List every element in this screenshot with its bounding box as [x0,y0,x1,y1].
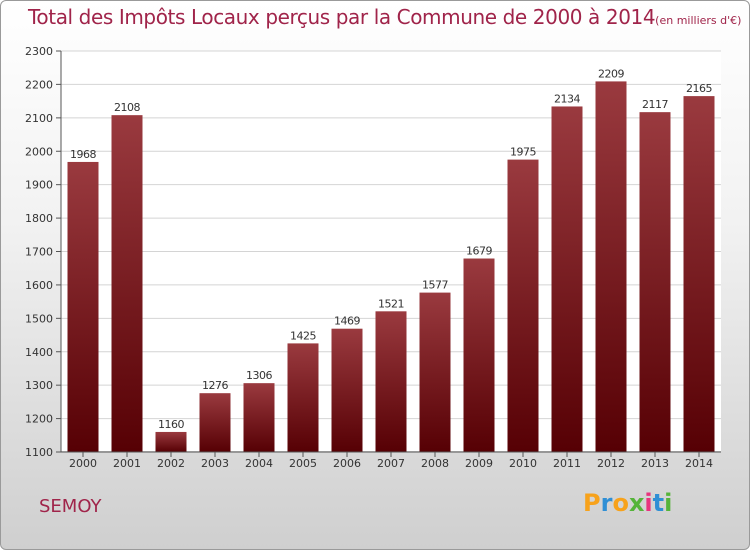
bar-value-label: 1469 [334,315,360,328]
bar [463,258,495,452]
y-tick-label: 1300 [25,379,53,392]
bar [155,431,187,452]
bar [507,159,539,452]
bar [595,81,627,452]
chart-unit: (en milliers d'€) [655,14,742,27]
y-tick-label: 2100 [25,112,53,125]
bar-value-label: 2134 [554,92,580,105]
x-tick-label: 2001 [113,457,141,470]
proxiti-logo[interactable]: Proxiti [583,489,672,517]
bar [419,292,451,452]
bar-value-label: 1968 [70,148,96,161]
bar-value-label: 1160 [158,418,184,431]
bar-value-label: 1306 [246,369,272,382]
bar [331,328,363,452]
x-axis: 2000 2001 2002 2003 2004 2005 2006 2007 2008 2009… [69,452,713,470]
bar-value-label: 1425 [290,329,316,342]
bar-value-label: 1276 [202,379,228,392]
x-tick-label: 2014 [685,457,713,470]
x-tick-label: 2010 [509,457,537,470]
y-tick-label: 1200 [25,413,53,426]
x-tick-label: 2000 [69,457,97,470]
bar [287,343,319,452]
logo-letter: r [600,489,613,517]
commune-name: SEMOY [39,496,102,517]
bar [683,96,715,453]
bar-value-label: 1577 [422,279,448,292]
logo-letter: i [644,489,653,517]
logo-letter: P [583,489,601,517]
y-tick-label: 2300 [25,45,53,58]
bar [243,383,275,452]
bar [375,311,407,452]
chart-title-block: Total des Impôts Locaux perçus par la Co… [28,5,741,29]
y-tick-label: 1800 [25,212,53,225]
x-tick-label: 2002 [157,457,185,470]
bar-value-label: 2165 [686,82,712,95]
x-tick-label: 2007 [377,457,405,470]
bar-value-label: 1521 [378,297,404,310]
x-tick-label: 2005 [289,457,317,470]
y-axis: 1100 1200 1300 1400 1500 1600 1700 1800 1900 2000… [25,45,61,459]
logo-letter: x [628,489,645,517]
x-tick-label: 2006 [333,457,361,470]
y-tick-label: 1600 [25,279,53,292]
bar-value-label: 1679 [466,245,492,258]
bar-value-label: 2209 [598,67,624,80]
y-tick-label: 1700 [25,246,53,259]
y-tick-label: 1100 [25,446,53,459]
chart-title: Total des Impôts Locaux perçus par la Co… [28,5,656,29]
x-tick-label: 2008 [421,457,449,470]
x-tick-label: 2004 [245,457,273,470]
x-tick-label: 2012 [597,457,625,470]
y-tick-label: 1400 [25,346,53,359]
bars: 1968 2108 1160 1276 1306 1425 1469 1521 1577 1679… [67,67,715,453]
bar-value-label: 2108 [114,101,140,114]
x-tick-label: 2013 [641,457,669,470]
logo-letter: i [664,489,673,517]
bar-value-label: 1975 [510,146,536,159]
y-tick-label: 1900 [25,179,53,192]
bar [199,393,231,452]
y-tick-label: 1500 [25,312,53,325]
logo-letter: t [652,489,665,517]
y-tick-label: 2000 [25,145,53,158]
bar-value-label: 2117 [642,98,668,111]
y-tick-label: 2200 [25,78,53,91]
bar [551,106,583,452]
logo-letter: o [612,489,629,517]
x-tick-label: 2003 [201,457,229,470]
bar [639,112,671,452]
x-tick-label: 2011 [553,457,581,470]
bar [111,115,143,452]
bar [67,161,99,452]
x-tick-label: 2009 [465,457,493,470]
